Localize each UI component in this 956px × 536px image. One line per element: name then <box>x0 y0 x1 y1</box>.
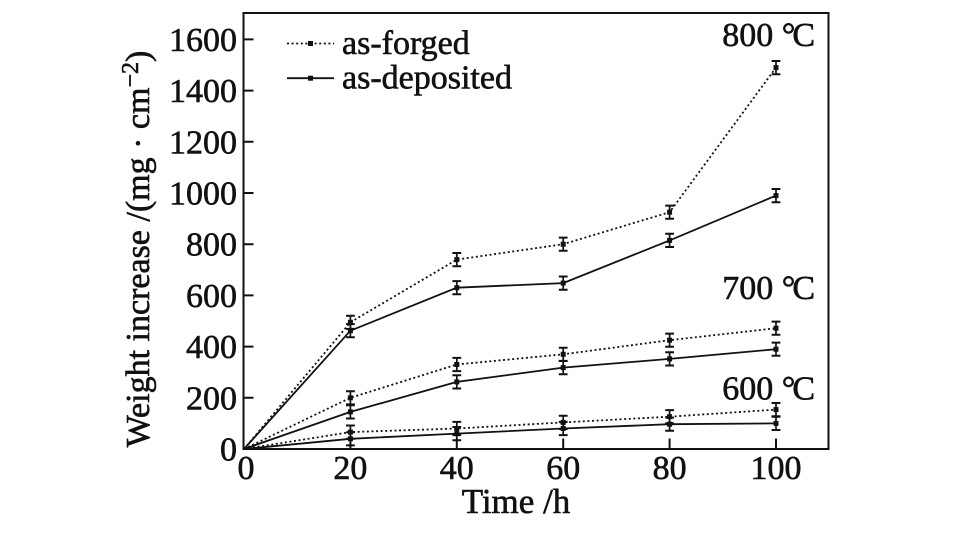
svg-text:1600: 1600 <box>169 22 237 59</box>
svg-text:80: 80 <box>653 450 687 487</box>
svg-text:1200: 1200 <box>169 124 237 161</box>
svg-text:800 °C: 800 °C <box>722 17 815 54</box>
svg-text:700 °C: 700 °C <box>722 270 815 307</box>
svg-text:1000: 1000 <box>169 176 237 213</box>
svg-text:as-forged: as-forged <box>342 25 470 62</box>
svg-text:Weight increase /(mg · cm−2): Weight increase /(mg · cm−2) <box>118 51 157 448</box>
svg-text:800: 800 <box>186 227 237 264</box>
svg-text:0: 0 <box>238 450 255 487</box>
svg-text:0: 0 <box>220 432 237 469</box>
svg-text:600 °C: 600 °C <box>722 371 815 408</box>
svg-text:40: 40 <box>440 450 474 487</box>
svg-text:as-deposited: as-deposited <box>342 60 512 97</box>
svg-text:1400: 1400 <box>169 73 237 110</box>
svg-text:20: 20 <box>333 450 367 487</box>
svg-text:100: 100 <box>751 450 802 487</box>
svg-text:200: 200 <box>186 380 237 417</box>
svg-text:600: 600 <box>186 278 237 315</box>
svg-text:60: 60 <box>546 450 580 487</box>
svg-text:Time /h: Time /h <box>462 482 571 521</box>
svg-text:400: 400 <box>186 329 237 366</box>
